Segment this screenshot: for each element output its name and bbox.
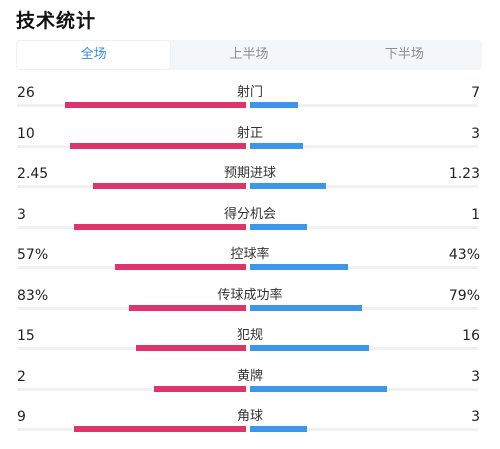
home-bar <box>129 304 246 311</box>
home-bar <box>74 426 246 432</box>
away-bar-track <box>250 104 478 107</box>
stat-row: 3 得分机会 1 <box>0 206 500 247</box>
away-value: 16 <box>462 328 480 344</box>
home-bar <box>115 264 246 270</box>
stat-row: 2 黄牌 3 <box>0 368 500 409</box>
home-bar <box>136 345 246 351</box>
away-bar <box>250 345 369 351</box>
stat-label: 射正 <box>236 125 263 141</box>
home-value: 15 <box>17 328 35 344</box>
home-bar <box>65 102 246 108</box>
away-bar <box>250 304 362 311</box>
away-bar <box>250 426 307 432</box>
away-value: 43% <box>448 247 480 263</box>
home-bar <box>74 223 246 230</box>
away-bar-track <box>250 225 478 229</box>
away-bar <box>250 223 307 230</box>
stat-label: 黄牌 <box>236 368 263 384</box>
stat-label: 角球 <box>236 409 263 424</box>
page-title: 技术统计 <box>16 10 97 32</box>
stat-row: 2.45 预期进球 1.23 <box>0 165 500 206</box>
away-value: 1.23 <box>448 166 480 182</box>
period-tabs: 全场 上半场 下半场 <box>16 40 482 70</box>
home-value: 2.45 <box>17 166 49 182</box>
stat-row: 10 射正 3 <box>0 125 500 166</box>
stat-label: 射门 <box>236 85 263 100</box>
home-value: 3 <box>17 206 26 223</box>
stats-list: 26 射门 7 10 射正 3 2.45 预期进球 1.23 3 得分机会 1 57% 控球率 43% 83%… <box>0 84 500 449</box>
away-value: 7 <box>471 85 480 101</box>
away-value: 79% <box>448 287 480 304</box>
home-bar <box>154 385 246 392</box>
stat-row: 83% 传球成功率 79% <box>0 287 500 328</box>
away-value: 3 <box>471 409 480 425</box>
home-value: 2 <box>17 368 26 385</box>
home-value: 57% <box>17 247 49 263</box>
home-bar <box>70 142 246 149</box>
home-value: 83% <box>17 287 49 304</box>
away-bar <box>250 142 303 149</box>
away-bar <box>250 385 387 392</box>
away-bar-track <box>250 144 478 148</box>
home-value: 9 <box>17 409 26 425</box>
stat-row: 15 犯规 16 <box>0 327 500 368</box>
away-value: 3 <box>471 368 480 385</box>
away-value: 3 <box>471 125 480 142</box>
away-bar <box>250 264 348 270</box>
home-value: 26 <box>17 85 35 101</box>
away-bar-track <box>250 266 478 269</box>
away-value: 1 <box>471 206 480 223</box>
stat-label: 得分机会 <box>223 206 276 222</box>
away-bar-track <box>250 428 478 431</box>
home-bar-track <box>17 387 246 391</box>
stat-label: 传球成功率 <box>217 287 283 303</box>
stat-row: 57% 控球率 43% <box>0 246 500 287</box>
stat-label: 预期进球 <box>223 166 276 181</box>
home-bar-track <box>17 347 246 350</box>
away-bar-track <box>250 306 478 310</box>
away-bar <box>250 183 326 189</box>
tab-second-half[interactable]: 下半场 <box>384 47 424 62</box>
tab-first-half[interactable]: 上半场 <box>229 47 269 62</box>
stat-label: 犯规 <box>236 328 263 343</box>
tab-full-match[interactable]: 全场 <box>16 40 172 70</box>
stat-row: 9 角球 3 <box>0 408 500 449</box>
stat-label: 控球率 <box>230 247 270 262</box>
away-bar-track <box>250 185 478 188</box>
stat-row: 26 射门 7 <box>0 84 500 125</box>
home-value: 10 <box>17 125 35 142</box>
away-bar <box>250 102 298 108</box>
home-bar <box>93 183 246 189</box>
